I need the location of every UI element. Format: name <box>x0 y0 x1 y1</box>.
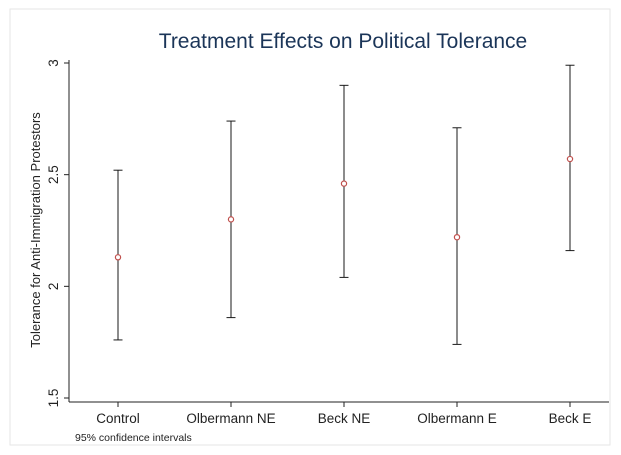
point-estimate-marker <box>114 254 122 261</box>
y-tick-label: 3 <box>46 59 61 67</box>
x-tick-label: Control <box>96 411 140 426</box>
y-tick-label: 2.5 <box>46 165 61 184</box>
point-estimate-marker <box>566 155 574 163</box>
x-tick-label: Olbermann E <box>417 411 497 426</box>
chart-border <box>9 8 611 446</box>
x-tick-label: Olbermann NE <box>186 411 275 426</box>
y-axis-label: Tolerance for Anti-Immigration Protestor… <box>28 112 43 348</box>
x-tick-label: Beck E <box>549 411 592 426</box>
point-estimate-marker <box>340 180 348 187</box>
chart-note: 95% confidence intervals <box>75 432 192 444</box>
y-tick-label: 1.5 <box>46 389 61 408</box>
y-axis-ticks: 1.5 2 2.5 3 <box>46 59 69 407</box>
point-estimates <box>114 155 574 261</box>
point-estimate-marker <box>453 233 461 241</box>
x-axis-ticks: Control Olbermann NE Beck NE Olbermann E Bec… <box>96 402 591 426</box>
y-tick-label: 2 <box>46 283 61 291</box>
chart-title: Treatment Effects on Political Tolerance <box>159 30 527 53</box>
x-tick-label: Beck NE <box>318 411 371 426</box>
point-estimate-marker <box>227 216 235 223</box>
